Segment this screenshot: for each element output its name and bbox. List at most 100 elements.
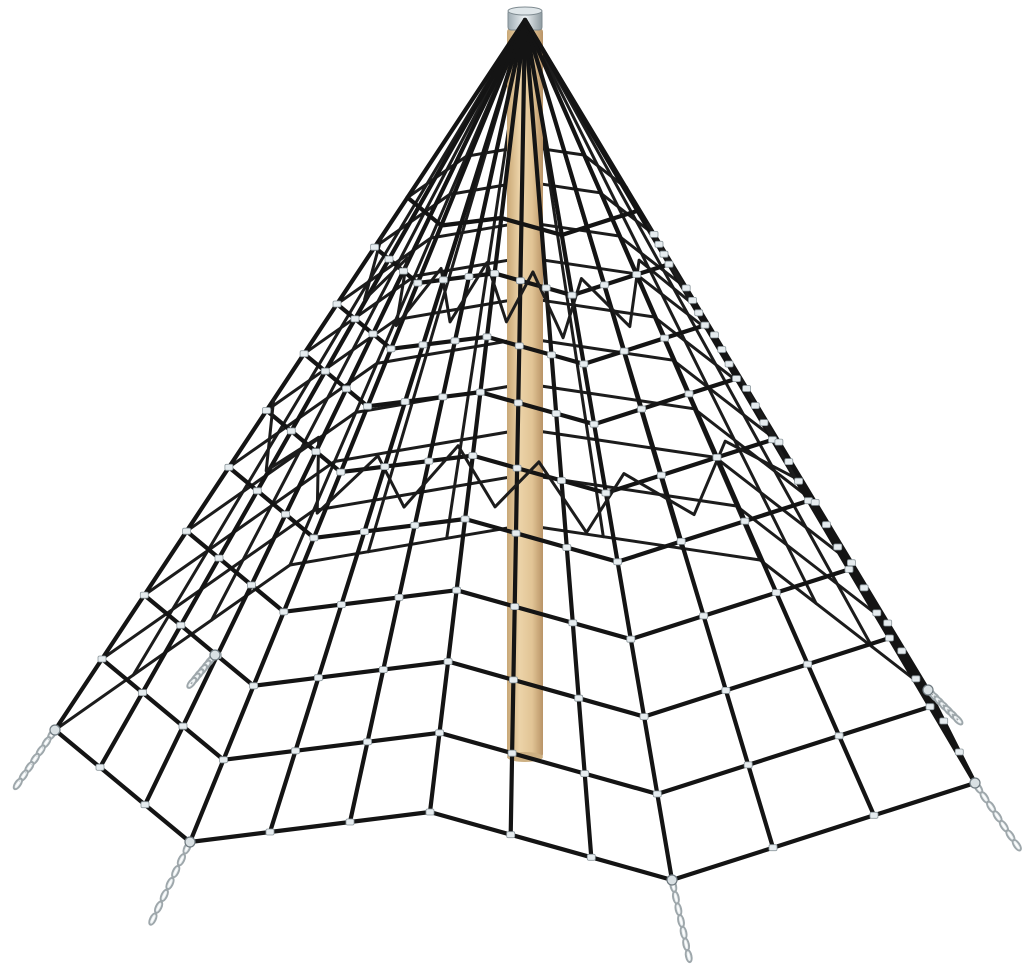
rope-clamp bbox=[694, 309, 704, 317]
anchor-chain bbox=[666, 874, 693, 964]
rope-clamp bbox=[336, 468, 346, 476]
rope-clamp bbox=[386, 345, 396, 353]
rope-clamp bbox=[626, 635, 636, 643]
rope-clamp bbox=[219, 756, 228, 764]
rope-clamp bbox=[95, 763, 105, 771]
rope-clamp bbox=[897, 647, 907, 655]
anchor-ring bbox=[209, 649, 221, 661]
chain-link-highlight bbox=[684, 939, 689, 950]
rope-clamp bbox=[699, 612, 708, 620]
rope-ring bbox=[265, 296, 749, 412]
rope-clamp bbox=[579, 360, 589, 368]
rope-clamp bbox=[688, 296, 697, 304]
rope-clamp bbox=[660, 334, 669, 342]
rope-clamp bbox=[724, 360, 734, 368]
chain-link bbox=[171, 864, 181, 879]
rope-clamp bbox=[97, 655, 107, 663]
rope-clamp bbox=[345, 818, 355, 826]
rope-meridian bbox=[347, 17, 528, 825]
anchor-chain bbox=[148, 836, 196, 926]
rope-clamp bbox=[510, 603, 520, 610]
rope-clamp bbox=[513, 399, 523, 407]
rope-meridian bbox=[142, 17, 528, 807]
rope-meridian bbox=[267, 17, 528, 835]
chain-link bbox=[176, 853, 187, 867]
chain-link-highlight bbox=[14, 779, 22, 789]
rope-ring bbox=[142, 560, 892, 719]
anchor-ring bbox=[969, 777, 981, 789]
rope-clamp bbox=[567, 291, 577, 299]
anchor-chain bbox=[186, 649, 221, 689]
rope-clamp bbox=[654, 240, 664, 248]
rope-ring bbox=[334, 285, 708, 367]
rope-ring bbox=[226, 440, 811, 564]
rope-clamp bbox=[468, 452, 478, 460]
rope-clamp bbox=[794, 477, 803, 485]
chain-link-highlight bbox=[167, 878, 173, 889]
rope-clamp bbox=[424, 457, 434, 465]
rope-clamp bbox=[182, 527, 192, 535]
rope-ring bbox=[99, 620, 933, 797]
rope-clamp bbox=[619, 347, 629, 355]
rope-clamp bbox=[438, 276, 448, 284]
rope-clamp bbox=[568, 619, 578, 627]
chain-link-highlight bbox=[678, 916, 684, 926]
rope-clamp bbox=[810, 498, 820, 506]
rope-clamp bbox=[410, 521, 420, 529]
rope-clamp bbox=[380, 463, 390, 471]
rope-clamp bbox=[844, 566, 854, 573]
rope-zigzag bbox=[363, 222, 695, 340]
rope-clamp bbox=[684, 390, 694, 398]
rope-clamp bbox=[265, 828, 275, 836]
rope-clamp bbox=[512, 464, 522, 472]
rope-clamp bbox=[363, 402, 373, 410]
rope-clamp bbox=[291, 747, 300, 755]
rope-clamp bbox=[176, 621, 186, 629]
anchor-ring bbox=[184, 836, 196, 848]
rope-clamp bbox=[586, 853, 596, 861]
rope-clamp bbox=[743, 761, 753, 769]
anchor-chain bbox=[969, 777, 1022, 852]
chain-link-highlight bbox=[676, 904, 681, 915]
chain-link bbox=[1011, 838, 1022, 852]
rope-clamp bbox=[954, 748, 964, 756]
chain-link-highlight bbox=[673, 892, 678, 903]
rope-clamp bbox=[490, 269, 500, 277]
rope-clamp bbox=[859, 584, 869, 592]
rope-clamp bbox=[750, 402, 760, 410]
rope-clamp bbox=[652, 790, 662, 798]
rope-clamp bbox=[425, 808, 435, 816]
rope-meridian bbox=[522, 17, 675, 883]
rope-clamp bbox=[359, 528, 369, 535]
rope-ring bbox=[52, 687, 978, 883]
chain-link bbox=[186, 676, 198, 689]
rope-clamp bbox=[774, 438, 784, 446]
rope-clamp bbox=[507, 749, 517, 757]
rope-clamp bbox=[712, 453, 722, 461]
rope-clamp bbox=[574, 694, 584, 702]
rope-clamp bbox=[732, 375, 741, 383]
chain-link-highlight bbox=[155, 902, 162, 912]
rope-clamp bbox=[885, 634, 894, 642]
rope-clamp bbox=[872, 609, 882, 617]
chain-link-highlight bbox=[681, 927, 686, 938]
rope-clamp bbox=[516, 277, 525, 285]
rope-clamp bbox=[822, 521, 831, 529]
rope-clamp bbox=[562, 544, 572, 551]
rope-clamp bbox=[350, 315, 360, 323]
rope-clamp bbox=[721, 687, 731, 694]
rope-clamp bbox=[464, 273, 474, 281]
chain-link-highlight bbox=[161, 890, 168, 900]
chain-link bbox=[148, 912, 158, 926]
rope-clamp bbox=[460, 515, 470, 523]
rope-clamp bbox=[140, 801, 150, 809]
rope-clamp bbox=[341, 385, 351, 393]
rope-clamp bbox=[717, 346, 727, 353]
rope-clamp bbox=[279, 608, 289, 616]
rope-clamp bbox=[639, 713, 649, 720]
rope-clamp bbox=[508, 676, 518, 684]
rope-clamp bbox=[601, 489, 611, 497]
rope-clamp bbox=[637, 405, 646, 413]
chain-link-highlight bbox=[188, 678, 196, 687]
